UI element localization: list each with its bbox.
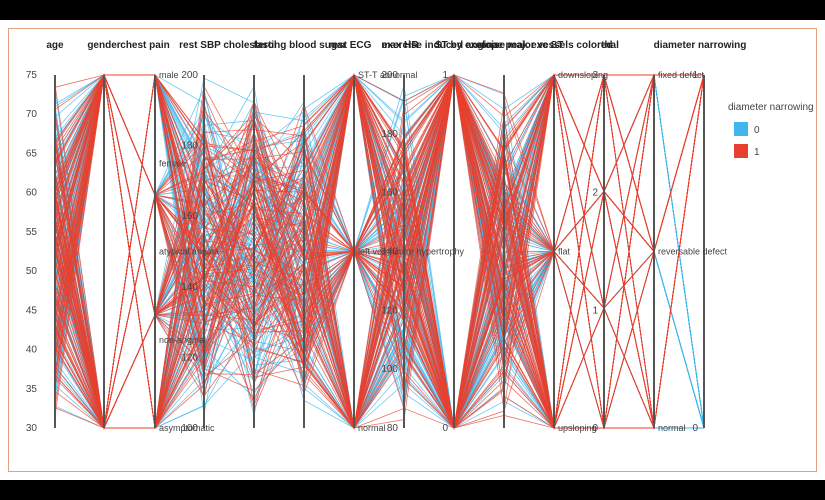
tick-label-8-6: 100 [381, 364, 398, 375]
axis-header-7: rest ECG [329, 40, 372, 51]
axis-header-14: diameter narrowing [654, 40, 747, 51]
tick-label-4-5: 120 [181, 352, 198, 363]
series-1-line-125 [54, 74, 705, 430]
series-1-line-127 [54, 73, 705, 430]
legend: diameter narrowing 0 1 [728, 102, 814, 158]
axis-header-10: ST by exercise [435, 40, 505, 51]
tick-label-14-2: 0 [692, 423, 698, 434]
axis-header-12: major vessels colored [507, 40, 612, 51]
tick-label-8-4: 140 [381, 247, 398, 258]
axis-header-6: fasting blood sugar [254, 40, 347, 51]
tick-label-8-3: 160 [381, 188, 398, 199]
tick-label-8-1: 200 [381, 70, 398, 81]
tick-label-4-2: 180 [181, 141, 198, 152]
tick-label-7-3: normal [358, 423, 386, 433]
tick-label-7-2: left ventricular hypertrophy [358, 247, 465, 257]
axis-header-11: slope peak exc ST [477, 40, 564, 51]
parallel-coordinates-chart: age gender chest pain rest SBP cholesterolfa… [26, 40, 814, 434]
axis-header-8: max HR [381, 40, 419, 51]
tick-label-1-1: 30 [26, 423, 38, 434]
tick-label-8-5: 120 [381, 305, 398, 316]
tick-label-1-4: 45 [26, 305, 38, 316]
tick-label-12-2: 2 [592, 188, 598, 199]
series-1-line-122 [54, 74, 705, 430]
legend-swatch-1 [734, 144, 748, 158]
tick-label-4-4: 140 [181, 282, 198, 293]
tick-label-1-10: 75 [26, 70, 38, 81]
tick-label-4-3: 160 [181, 211, 198, 222]
axis-headers: age gender chest pain rest SBP cholesterolfa… [46, 40, 746, 51]
axis-header-9: exercise induced angina [382, 40, 499, 51]
tick-label-4-1: 200 [181, 70, 198, 81]
series-1-line-129 [54, 74, 705, 429]
legend-swatch-0 [734, 122, 748, 136]
tick-label-7-1: ST-T abnormal [358, 70, 417, 80]
tick-label-1-8: 65 [26, 148, 38, 159]
plot-border [8, 28, 817, 472]
axes-group [54, 75, 705, 428]
tick-label-12-3: 1 [592, 305, 598, 316]
tick-label-1-7: 60 [26, 188, 38, 199]
axis-header-4: rest SBP [179, 40, 221, 51]
tick-label-8-7: 80 [387, 423, 399, 434]
tick-label-1-3: 40 [26, 345, 38, 356]
tick-label-3-2: female [159, 158, 186, 168]
tick-label-11-3: upsloping [558, 423, 597, 433]
series-1-line-109 [54, 73, 705, 430]
tick-label-11-1: downsloping [558, 70, 608, 80]
tick-label-3-5: asymptomatic [159, 423, 215, 433]
axis-header-13: thal [601, 40, 619, 51]
tick-label-1-2: 35 [26, 384, 38, 395]
legend-title: diameter narrowing [728, 102, 814, 113]
tick-label-1-9: 70 [26, 109, 38, 120]
tick-label-3-4: non-anginal [159, 335, 206, 345]
series-1-line-123 [54, 74, 704, 430]
series-1-line-104 [54, 73, 705, 430]
tick-label-9-1: 1 [442, 70, 448, 81]
series-1-line-128 [54, 73, 705, 430]
tick-label-11-2: flat [558, 247, 571, 257]
tick-label-14-1: 1 [692, 70, 698, 81]
tick-label-12-4: 0 [592, 423, 598, 434]
axis-header-3: chest pain [120, 40, 169, 51]
series-1-line-124 [54, 74, 705, 430]
series-1-line-113 [54, 73, 705, 429]
tick-label-3-3: atypical angina [159, 247, 219, 257]
tick-label-4-6: 100 [181, 423, 198, 434]
axis-header-5: cholesterol [223, 40, 277, 51]
tick-label-1-5: 50 [26, 266, 38, 277]
tick-label-12-1: 3 [592, 70, 598, 81]
series-1-line-126 [54, 73, 705, 398]
polylines-group [54, 73, 705, 430]
tick-label-3-1: male [159, 70, 179, 80]
tick-label-13-2: reversable defect [658, 247, 728, 257]
tick-label-9-2: 0 [442, 423, 448, 434]
tick-label-13-1: fixed defect [658, 70, 705, 80]
tick-label-13-3: normal [658, 423, 686, 433]
legend-label-0: 0 [754, 125, 760, 136]
tick-label-1-6: 55 [26, 227, 38, 238]
axis-header-2: gender [87, 40, 120, 51]
axis-header-1: age [46, 40, 64, 51]
legend-label-1: 1 [754, 147, 760, 158]
tick-label-8-2: 180 [381, 129, 398, 140]
